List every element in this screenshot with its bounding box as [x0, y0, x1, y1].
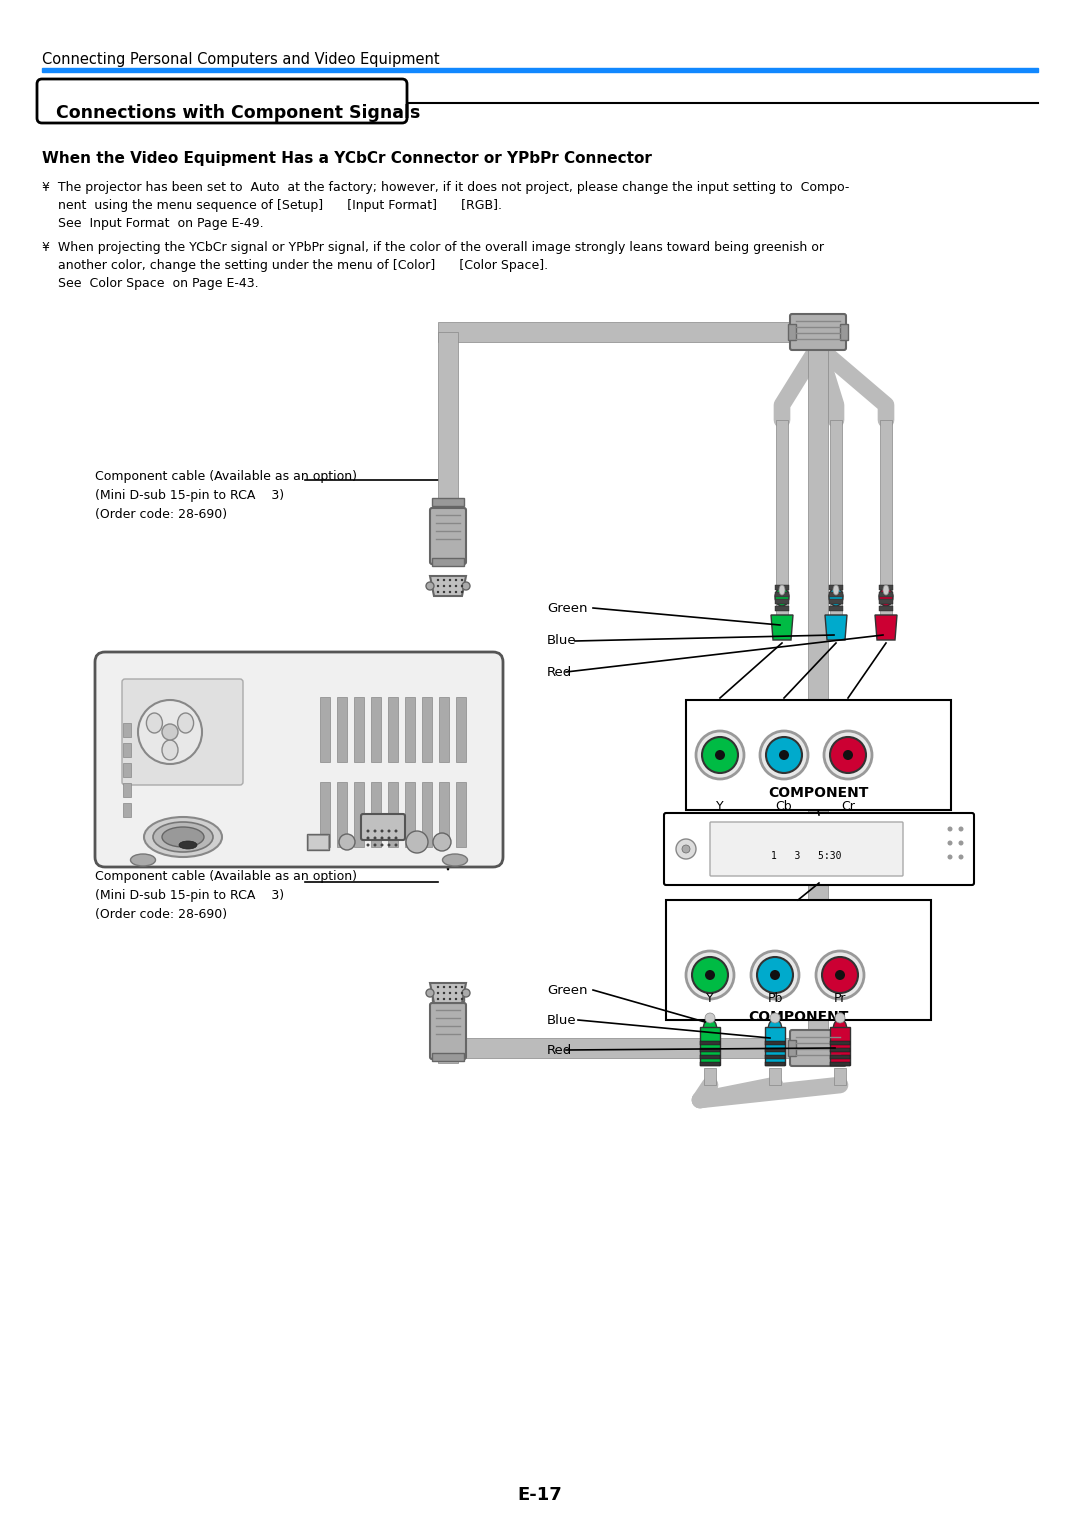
Bar [422, 781, 432, 847]
Circle shape [766, 737, 802, 774]
Circle shape [715, 749, 725, 760]
Circle shape [461, 578, 463, 581]
Circle shape [455, 992, 457, 995]
Ellipse shape [162, 740, 178, 760]
Bar [354, 697, 364, 761]
Text: Red: Red [546, 1044, 572, 1056]
Bar [438, 1038, 828, 1058]
Circle shape [443, 986, 445, 989]
Bar [777, 420, 788, 615]
Ellipse shape [879, 588, 893, 606]
Circle shape [770, 1013, 780, 1022]
Bar [831, 1048, 850, 1051]
Circle shape [443, 584, 445, 588]
Bar [879, 584, 893, 591]
Text: When the Video Equipment Has a YCbCr Connector or YPbPr Connector: When the Video Equipment Has a YCbCr Con… [42, 151, 652, 166]
Bar [765, 1027, 785, 1065]
Ellipse shape [177, 713, 193, 732]
Bar [438, 1048, 458, 1064]
Circle shape [436, 992, 440, 995]
FancyBboxPatch shape [122, 679, 243, 784]
Text: 1   3   5:30: 1 3 5:30 [771, 852, 841, 861]
Bar [123, 803, 131, 816]
Bar [765, 1041, 785, 1045]
Circle shape [374, 836, 377, 839]
Circle shape [779, 749, 789, 760]
Circle shape [947, 827, 953, 832]
Circle shape [947, 855, 953, 859]
FancyBboxPatch shape [664, 813, 974, 885]
FancyBboxPatch shape [361, 813, 405, 839]
Circle shape [380, 830, 383, 833]
Text: Component cable (Available as an option)
(Mini D-sub 15-pin to RCA    3)
(Order : Component cable (Available as an option)… [95, 870, 357, 922]
Bar [320, 697, 330, 761]
Bar [765, 1054, 785, 1059]
Circle shape [455, 998, 457, 1000]
Bar [834, 1068, 846, 1085]
Text: ¥  The projector has been set to  Auto  at the factory; however, if it does not : ¥ The projector has been set to Auto at … [42, 182, 849, 194]
Bar [337, 781, 347, 847]
Ellipse shape [179, 841, 197, 848]
Ellipse shape [779, 584, 785, 595]
Bar [372, 697, 381, 761]
Bar [456, 781, 465, 847]
Bar [769, 1068, 781, 1085]
Circle shape [462, 989, 470, 996]
Ellipse shape [775, 588, 789, 606]
Circle shape [702, 737, 738, 774]
Bar [372, 781, 381, 847]
Circle shape [449, 584, 451, 588]
Circle shape [757, 957, 793, 993]
Circle shape [339, 835, 355, 850]
Circle shape [835, 1013, 845, 1022]
FancyBboxPatch shape [710, 823, 903, 876]
Circle shape [406, 832, 428, 853]
Bar [808, 322, 828, 342]
Circle shape [705, 971, 715, 980]
Ellipse shape [703, 1019, 717, 1041]
Bar [438, 697, 449, 761]
Circle shape [455, 591, 457, 594]
Circle shape [681, 845, 690, 853]
Circle shape [443, 998, 445, 1000]
Circle shape [705, 1013, 715, 1022]
Bar [354, 781, 364, 847]
Bar [829, 600, 843, 604]
Bar [829, 606, 843, 610]
Bar [808, 333, 828, 1048]
Text: Cb: Cb [775, 800, 793, 813]
Bar [831, 1027, 850, 1065]
Ellipse shape [131, 855, 156, 865]
Circle shape [449, 986, 451, 989]
Bar [388, 781, 399, 847]
FancyBboxPatch shape [430, 508, 465, 565]
Ellipse shape [833, 1019, 847, 1041]
Bar [704, 1068, 716, 1085]
Ellipse shape [443, 855, 468, 865]
Text: ¥  When projecting the YCbCr signal or YPbPr signal, if the color of the overall: ¥ When projecting the YCbCr signal or YP… [42, 241, 824, 253]
Bar [123, 783, 131, 797]
Bar [840, 1041, 848, 1056]
Text: Component cable (Available as an option)
(Mini D-sub 15-pin to RCA    3)
(Order : Component cable (Available as an option)… [95, 470, 357, 520]
Circle shape [388, 844, 391, 847]
Circle shape [449, 992, 451, 995]
Bar [829, 584, 843, 591]
Circle shape [443, 578, 445, 581]
Text: COMPONENT: COMPONENT [747, 1010, 848, 1024]
Bar [808, 1038, 828, 1058]
Circle shape [366, 830, 369, 833]
Bar [438, 333, 458, 510]
Bar [320, 781, 330, 847]
Bar [388, 697, 399, 761]
Text: Blue: Blue [546, 1013, 577, 1027]
Text: Connecting Personal Computers and Video Equipment: Connecting Personal Computers and Video … [42, 52, 440, 67]
Circle shape [394, 844, 397, 847]
Polygon shape [825, 615, 847, 639]
Circle shape [751, 951, 799, 1000]
Bar [775, 584, 789, 591]
Bar [700, 1027, 720, 1065]
Circle shape [394, 836, 397, 839]
FancyBboxPatch shape [789, 314, 846, 349]
Circle shape [461, 986, 463, 989]
Circle shape [388, 836, 391, 839]
